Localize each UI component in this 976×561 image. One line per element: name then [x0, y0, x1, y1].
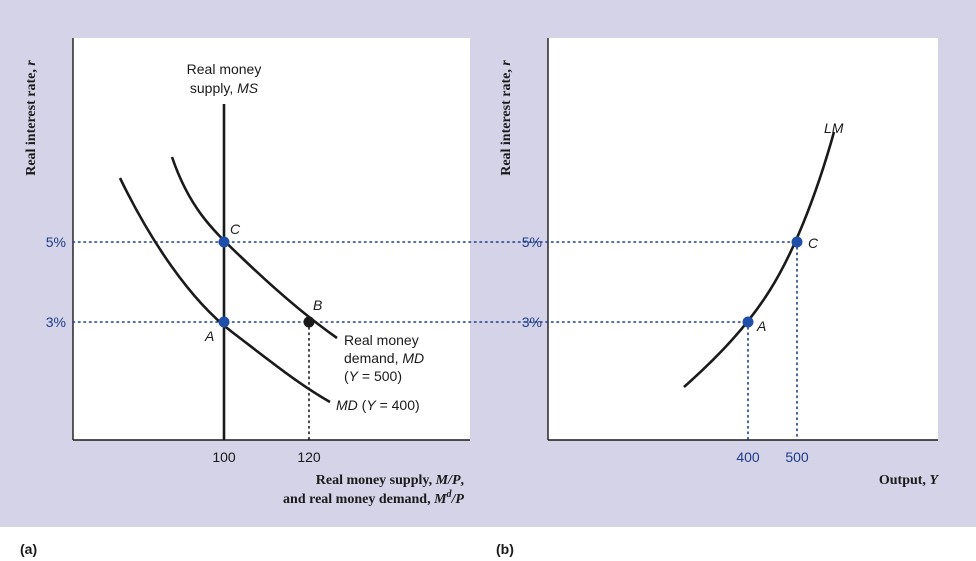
ms-label-line2: supply, MS	[190, 80, 259, 96]
y-tick-5-b: 5%	[522, 234, 542, 250]
plot-area-a	[73, 38, 470, 440]
lm-label: LM	[824, 120, 844, 136]
md400-label: MD (Y = 400)	[336, 397, 420, 413]
lm-curve	[683, 131, 836, 388]
md500-label-line2-text: demand,	[344, 350, 402, 366]
y-tick-3-a: 3%	[46, 314, 66, 330]
md-500-curve	[170, 156, 338, 340]
x-tick-400: 400	[736, 449, 760, 465]
point-c-a	[218, 236, 230, 248]
x-axis-title-a-line1: Real money supply, M/P,	[316, 473, 464, 488]
ms-label-line2-text: supply,	[190, 80, 237, 96]
x-tick-500: 500	[785, 449, 809, 465]
md-400-curve	[118, 177, 331, 404]
y-axis-title-a: Real interest rate, r	[24, 60, 39, 176]
y-tick-5-a: 5%	[46, 234, 66, 250]
plot-area-b	[548, 38, 938, 440]
point-label-b-a: B	[313, 297, 322, 313]
y-axis-title-b: Real interest rate, r	[499, 60, 514, 176]
point-label-a-a: A	[204, 328, 214, 344]
md500-label-line3: (Y = 500)	[344, 368, 402, 384]
ms-label-line2-symbol: MS	[237, 80, 259, 96]
point-a-a	[218, 316, 230, 328]
point-label-c-a: C	[230, 221, 241, 237]
x-tick-100: 100	[212, 449, 236, 465]
x-axis-title-a-line2: and real money demand, Md/P	[283, 489, 464, 507]
md500-label-line2-symbol: MD	[402, 350, 424, 366]
y-tick-3-b: 3%	[522, 314, 542, 330]
point-label-a-b: A	[756, 318, 766, 334]
x-tick-120: 120	[297, 449, 321, 465]
point-label-c-b: C	[808, 235, 819, 251]
panel-label-b: (b)	[496, 541, 514, 557]
ms-label-line1: Real money	[187, 61, 262, 77]
md500-label-line2: demand, MD	[344, 350, 424, 366]
point-b-a	[303, 316, 315, 328]
panel-label-a: (a)	[20, 541, 38, 557]
point-a-b	[742, 316, 754, 328]
x-axis-title-b: Output, Y	[879, 473, 940, 488]
point-c-b	[791, 236, 803, 248]
figure-svg: C A B A C Real money supply, MS Real mon…	[24, 38, 940, 507]
md500-label-line1: Real money	[344, 332, 419, 348]
